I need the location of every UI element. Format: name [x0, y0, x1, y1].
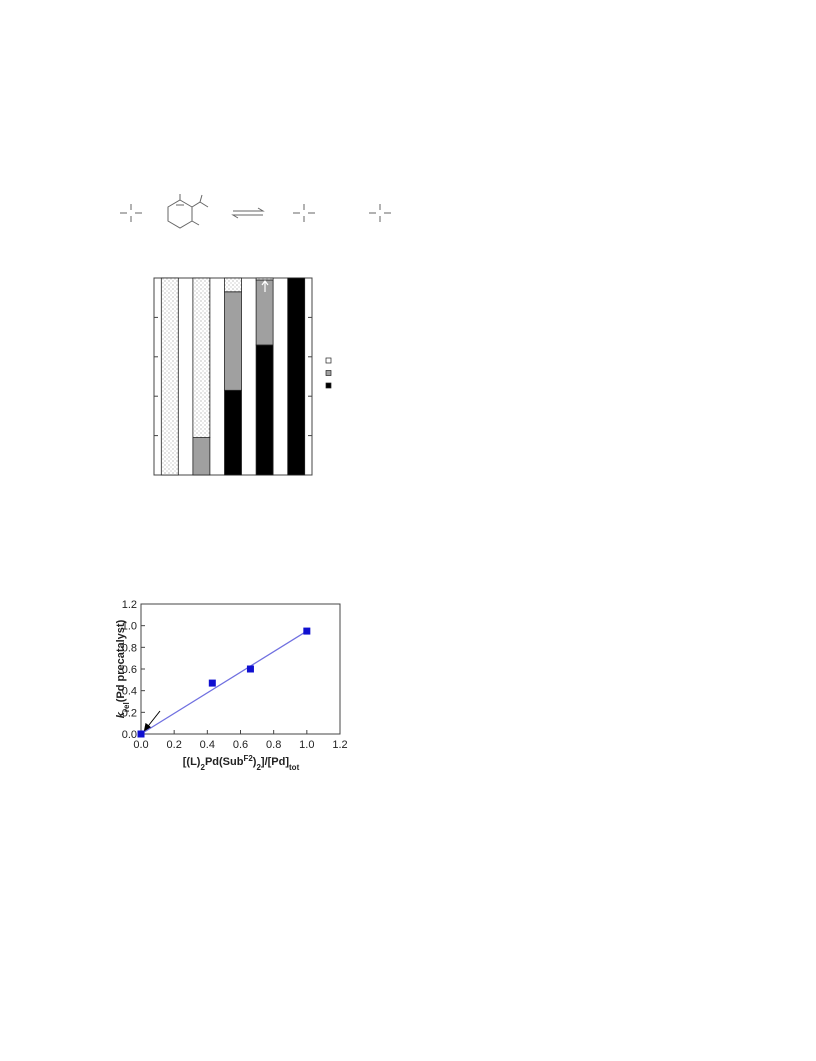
x-axis-label: [(L)2Pd(SubF2)2]/[Pd]tot: [183, 754, 300, 772]
bar-segment: [224, 389, 242, 476]
x-axis-label-part: ): [253, 756, 257, 768]
data-point: [208, 679, 216, 687]
y-axis-label: krel(Pd precatalyst): [115, 619, 131, 718]
x-axis-label-part: ]/[Pd]: [261, 756, 289, 768]
plot-frame: [140, 603, 341, 735]
x-axis-label-part: F2: [243, 754, 253, 763]
x-tick-label: 0.8: [266, 739, 281, 751]
fit-line: [140, 630, 308, 735]
y-tick-label: 0.2: [122, 707, 137, 719]
x-tick-label: 0.4: [200, 739, 215, 751]
y-tick-label: 1.0: [122, 621, 137, 633]
x-tick-label: 1.0: [299, 739, 314, 751]
bar-chart: [153, 277, 332, 476]
x-axis-label-part: [(L): [183, 756, 201, 768]
x-tick-label: 1.2: [332, 739, 347, 751]
x-axis-label-part: 2: [200, 763, 205, 772]
arrow: [261, 280, 269, 292]
legend-swatch: [325, 357, 332, 364]
bar-segment: [160, 277, 179, 476]
bar-segment: [255, 277, 274, 281]
bar-segment: [192, 437, 211, 476]
bar-segment: [224, 291, 242, 391]
bar-segment: [287, 277, 306, 476]
y-tick-label: 1.2: [122, 599, 137, 611]
y-tick-label: 0.8: [122, 642, 137, 654]
bar-segment: [224, 277, 242, 293]
legend-swatch: [325, 382, 332, 389]
scatter-chart: 0.0 0.2 0.4 0.6 0.8 1.0 1.2 0.0 0.2 0.4 0.6 0.8 1.0 1…: [115, 599, 348, 772]
data-point: [246, 665, 254, 673]
arrow: [143, 710, 161, 732]
x-axis-label-part: Pd(Sub: [205, 756, 244, 768]
x-tick-label: 0.6: [233, 739, 248, 751]
x-tick-label: 0.2: [167, 739, 182, 751]
y-axis-label-part: (Pd precatalyst): [115, 619, 127, 702]
data-point: [303, 627, 311, 635]
x-tick-label: 0.0: [133, 739, 148, 751]
y-tick-label: 0.6: [122, 664, 137, 676]
y-axis-label-part: rel: [122, 702, 131, 712]
scheme: [120, 194, 391, 229]
y-tick-label: 0.4: [122, 686, 137, 698]
bar-segment: [255, 344, 274, 476]
legend-swatch: [325, 370, 332, 376]
y-axis-label-part: k: [115, 711, 127, 718]
data-point: [137, 730, 145, 738]
y-tick-label: 0.0: [122, 729, 137, 741]
x-axis-label-part: tot: [289, 763, 300, 772]
x-axis-label-part: 2: [256, 763, 261, 772]
bar-segment: [192, 277, 211, 438]
